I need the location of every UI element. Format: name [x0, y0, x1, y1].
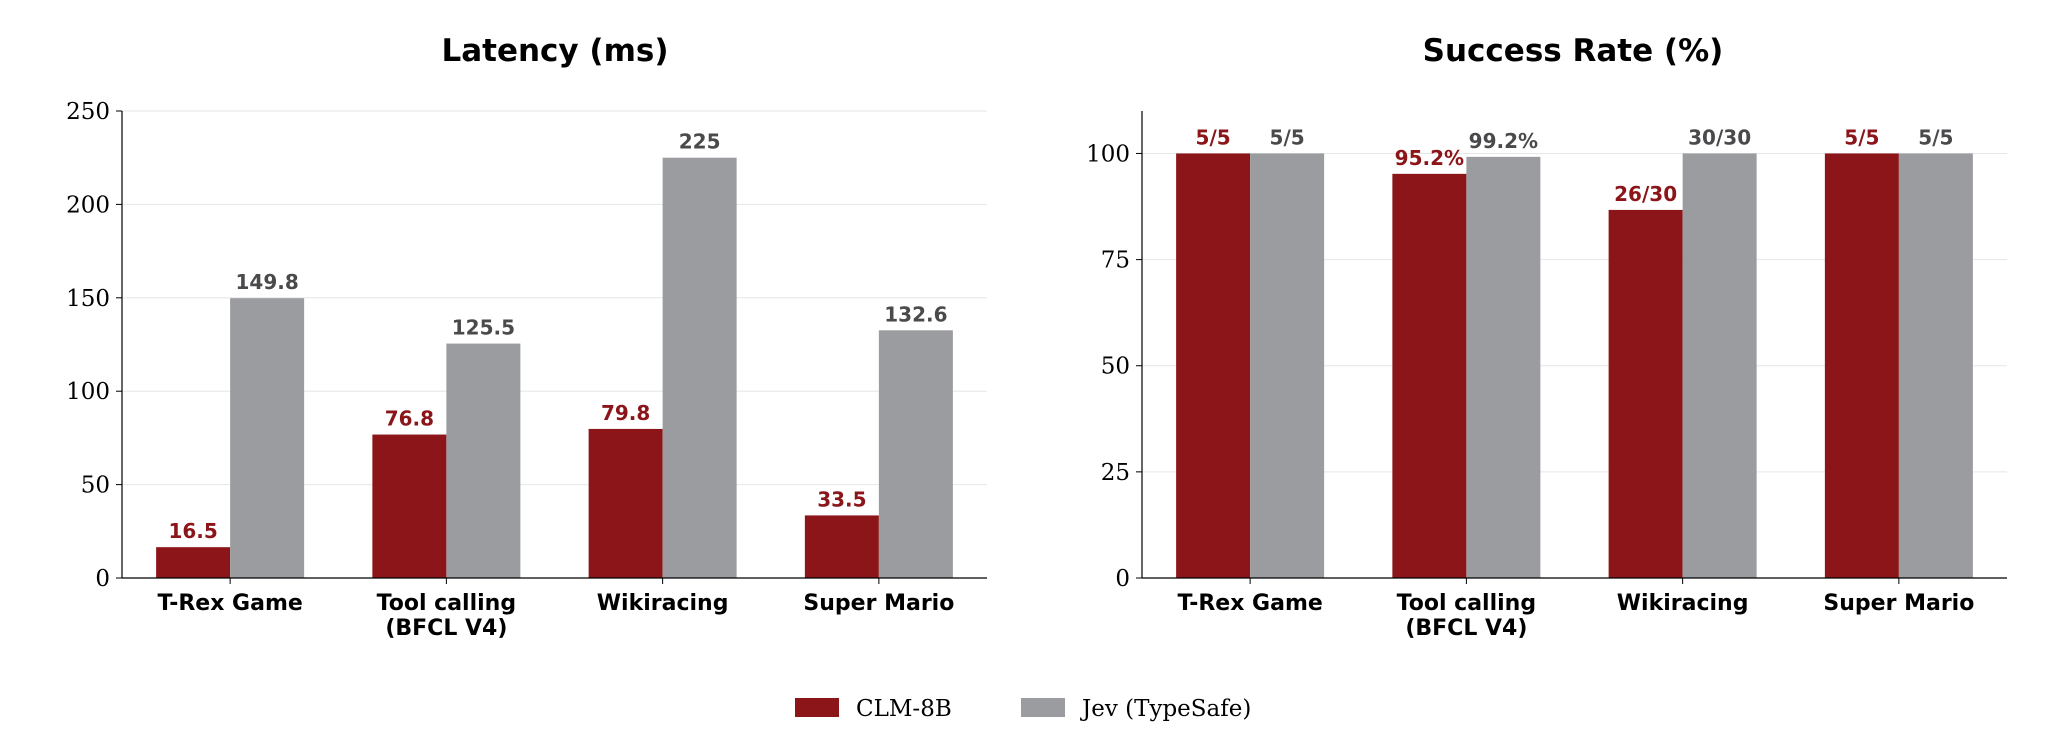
- success-ytick-label: 100: [1086, 141, 1130, 167]
- success-data-label: 26/30: [1614, 182, 1677, 206]
- success-rate-chart-title: Success Rate (%): [1423, 33, 1724, 69]
- latency-ytick-label: 150: [66, 286, 110, 312]
- latency-xtick-label: Wikiracing: [597, 591, 729, 616]
- legend-label-clm: CLM-8B: [856, 696, 952, 722]
- latency-data-label: 16.5: [168, 519, 217, 543]
- latency-data-label: 149.8: [235, 270, 298, 294]
- legend-swatch-jev: [1021, 698, 1065, 717]
- latency-panel: Latency (ms) 0 50 100 150 200 250 16.5 76.8 79.8…: [66, 33, 987, 641]
- latency-bar-clm: [372, 434, 447, 578]
- success-data-label: 30/30: [1688, 125, 1751, 149]
- success-data-label: 5/5: [1196, 125, 1231, 149]
- success-bar-jev: [1898, 153, 1973, 579]
- success-bar-clm: [1608, 209, 1683, 578]
- success-data-label: 99.2%: [1469, 129, 1538, 153]
- latency-ytick-label: 250: [66, 99, 110, 125]
- latency-bar-jev: [878, 330, 953, 578]
- latency-bar-clm: [156, 547, 231, 578]
- success-bar-clm: [1392, 173, 1467, 578]
- latency-ytick-label: 200: [66, 192, 110, 218]
- latency-xtick-label: (BFCL V4): [385, 616, 507, 641]
- success-bar-clm: [1176, 153, 1251, 579]
- latency-data-label: 225: [679, 130, 721, 154]
- success-data-label: 95.2%: [1395, 146, 1464, 170]
- success-data-label: 5/5: [1918, 125, 1953, 149]
- success-xtick-label: (BFCL V4): [1405, 616, 1527, 641]
- latency-chart-title: Latency (ms): [441, 33, 668, 69]
- legend: CLM-8B Jev (TypeSafe): [795, 696, 1251, 722]
- latency-ytick-label: 100: [66, 379, 110, 405]
- latency-data-label: 79.8: [601, 401, 650, 425]
- success-ytick-label: 75: [1101, 248, 1130, 274]
- latency-ytick-label: 50: [81, 473, 110, 499]
- latency-xtick-label: T-Rex Game: [157, 591, 302, 616]
- success-ytick-label: 50: [1101, 354, 1130, 380]
- success-xtick-label: T-Rex Game: [1177, 591, 1322, 616]
- success-bar-jev: [1682, 153, 1757, 579]
- success-rate-panel: Success Rate (%) 0 25 50 75 100 5/5 95.2% 26/30…: [1086, 33, 2007, 641]
- success-data-label: 5/5: [1844, 125, 1879, 149]
- success-ytick-label: 25: [1101, 460, 1130, 486]
- success-xtick-label: Wikiracing: [1617, 591, 1749, 616]
- latency-bar-clm: [588, 428, 663, 578]
- latency-xtick-label: Super Mario: [803, 591, 954, 616]
- success-xtick-label: Tool calling: [1397, 591, 1536, 616]
- success-ytick-label: 0: [1115, 566, 1130, 592]
- success-xtick-label: Super Mario: [1823, 591, 1974, 616]
- success-bar-jev: [1466, 156, 1541, 579]
- latency-ytick-label: 0: [95, 566, 110, 592]
- latency-bar-jev: [230, 298, 305, 578]
- latency-data-label: 33.5: [817, 487, 866, 511]
- latency-bar-jev: [662, 157, 737, 578]
- latency-xtick-label: Tool calling: [377, 591, 516, 616]
- latency-bar-jev: [446, 343, 521, 578]
- latency-bar-clm: [804, 515, 879, 578]
- latency-data-label: 125.5: [452, 316, 515, 340]
- success-bar-clm: [1824, 153, 1899, 579]
- legend-label-jev: Jev (TypeSafe): [1080, 696, 1251, 722]
- latency-data-label: 76.8: [385, 407, 434, 431]
- latency-data-label: 132.6: [884, 302, 947, 326]
- success-bar-jev: [1250, 153, 1325, 579]
- legend-swatch-clm: [795, 698, 839, 717]
- success-data-label: 5/5: [1270, 125, 1305, 149]
